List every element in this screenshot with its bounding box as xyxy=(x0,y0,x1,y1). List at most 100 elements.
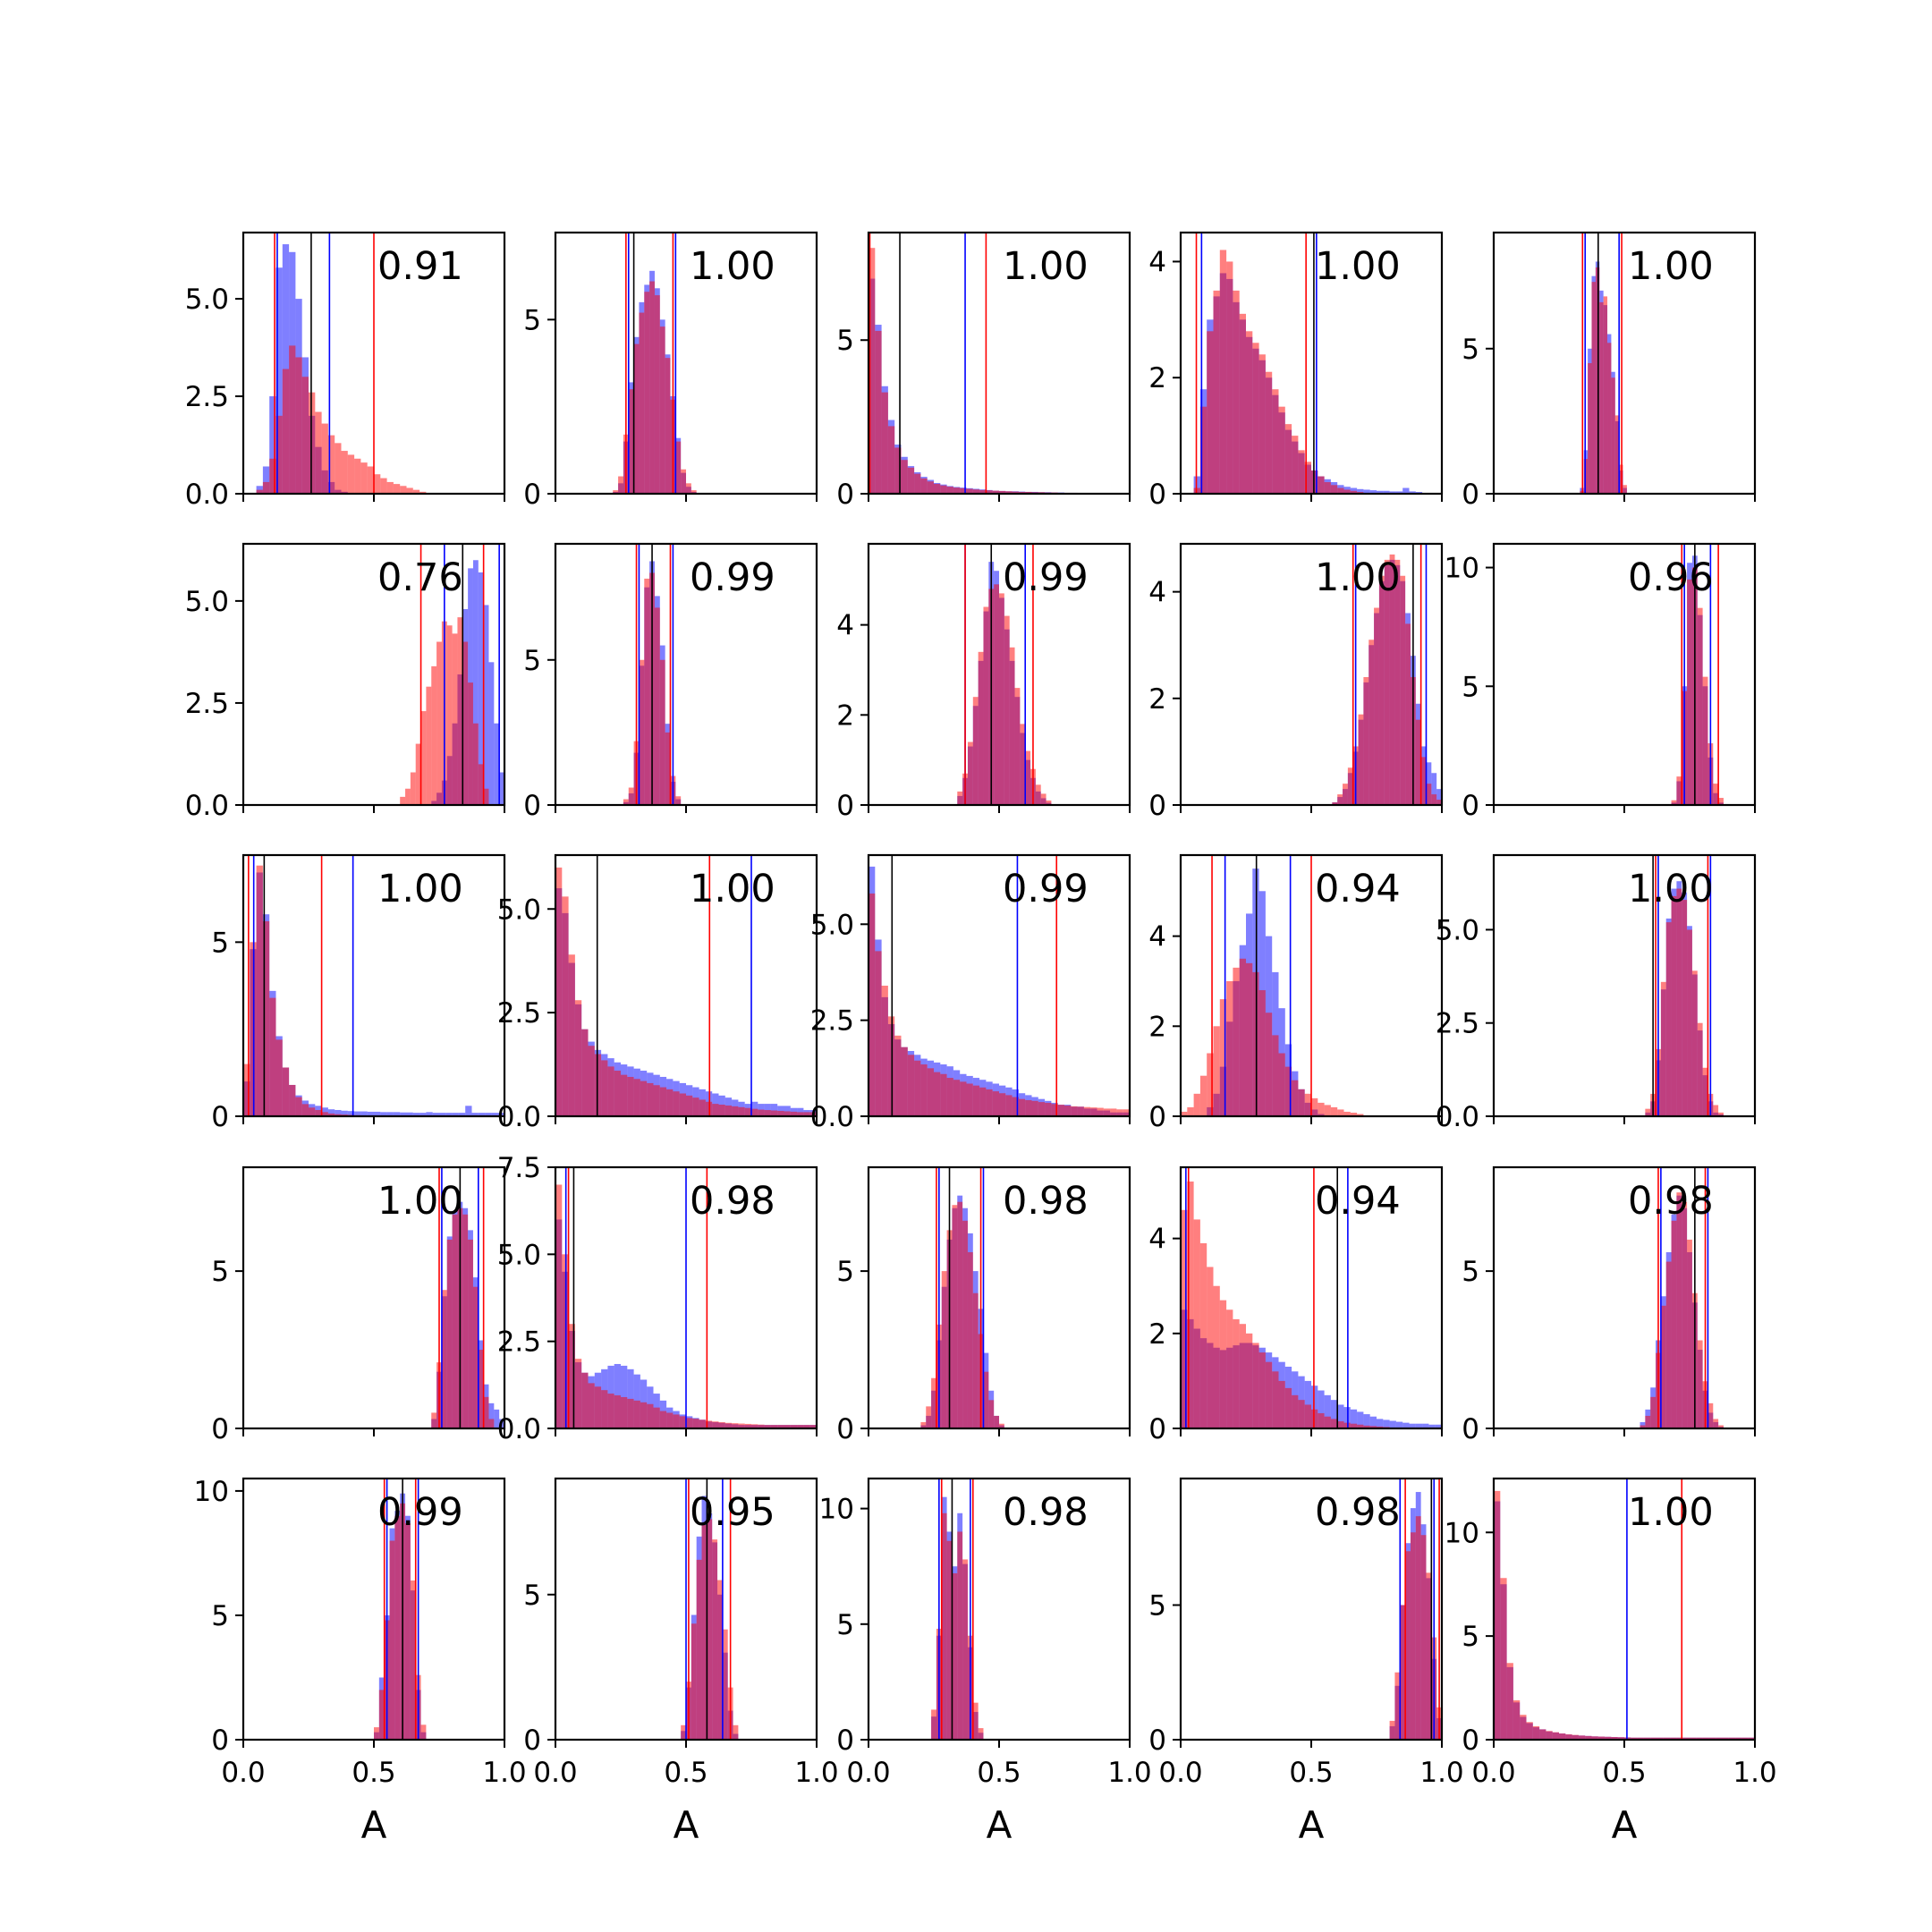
plot-area xyxy=(681,1479,739,1740)
panel-annotation: 1.00 xyxy=(377,867,463,911)
red-histogram-bar xyxy=(1671,1220,1677,1428)
histogram-panel-1-5: 051.00 xyxy=(1462,231,1757,511)
plot-area xyxy=(243,855,504,1116)
red-histogram-bar xyxy=(1585,1735,1592,1740)
red-histogram-bar xyxy=(1324,1105,1331,1116)
blue-histogram-bar xyxy=(439,1113,446,1116)
red-histogram-bar xyxy=(1219,1300,1227,1428)
red-histogram-bar xyxy=(751,1108,758,1116)
red-histogram-bar xyxy=(931,1709,936,1740)
plot-area xyxy=(623,544,682,805)
red-histogram-bar xyxy=(1239,1324,1246,1428)
red-histogram-bar xyxy=(1676,888,1682,1116)
red-histogram-bar xyxy=(1617,1737,1624,1740)
red-histogram-bar xyxy=(1219,250,1227,494)
red-histogram-bar xyxy=(1071,1106,1078,1116)
panel-annotation: 1.00 xyxy=(690,867,775,911)
red-histogram-bar xyxy=(967,741,973,805)
red-histogram-bar xyxy=(1631,1737,1638,1740)
red-histogram-bar xyxy=(1298,1400,1305,1428)
panel-annotation: 0.98 xyxy=(1315,1490,1401,1535)
y-tick-label: 2 xyxy=(1148,683,1166,716)
y-tick-label: 5 xyxy=(523,645,541,677)
red-histogram-bar xyxy=(1605,1736,1612,1740)
red-histogram-bar xyxy=(705,1420,713,1428)
red-histogram-bar xyxy=(1539,1729,1546,1740)
red-histogram-bar xyxy=(633,1400,640,1428)
red-histogram-bar xyxy=(1330,1419,1338,1428)
red-histogram-bar xyxy=(1708,1737,1716,1740)
blue-histogram-bar xyxy=(488,662,495,805)
red-histogram-bar xyxy=(972,1702,979,1740)
red-histogram-bar xyxy=(691,490,697,494)
red-histogram-bar xyxy=(1343,784,1348,805)
red-histogram-bar xyxy=(574,1000,582,1116)
red-histogram-bar xyxy=(1246,962,1253,1116)
panel-annotation: 1.00 xyxy=(1315,555,1401,600)
red-histogram-bar xyxy=(1219,999,1227,1116)
red-histogram-bar xyxy=(1014,688,1021,805)
blue-histogram-bar xyxy=(472,560,479,805)
y-tick-label: 4 xyxy=(1148,921,1166,953)
panel-annotation: 0.99 xyxy=(690,555,775,600)
red-histogram-bar xyxy=(1123,1109,1130,1116)
red-histogram-bar xyxy=(718,1105,725,1116)
red-histogram-bar xyxy=(1591,1736,1598,1740)
red-histogram-bar xyxy=(1213,1285,1220,1428)
red-histogram-bar xyxy=(601,1060,608,1116)
x-tick-label: 0.0 xyxy=(221,1757,265,1789)
blue-histogram-bar xyxy=(452,1113,459,1116)
plot-area xyxy=(555,1167,817,1428)
red-histogram-bar xyxy=(1436,800,1442,805)
blue-histogram-bar xyxy=(1431,773,1437,805)
red-histogram-bar xyxy=(712,1104,719,1116)
blue-histogram-bar xyxy=(445,1113,453,1116)
red-histogram-bar xyxy=(960,1081,967,1116)
panel-annotation: 1.00 xyxy=(690,244,775,289)
red-histogram-bar xyxy=(1103,1108,1111,1116)
red-histogram-bar xyxy=(262,481,270,494)
red-histogram-bar xyxy=(1350,1423,1358,1428)
red-histogram-bar xyxy=(679,1093,686,1116)
histogram-panel-5-4: 0 5 0.0 0.5 1.0 A 0.98 xyxy=(1148,1477,1464,1847)
x-tick-label: 0.0 xyxy=(846,1757,890,1789)
plot-area xyxy=(1389,1479,1442,1740)
plot-area xyxy=(613,233,697,494)
x-tick-label: 0.0 xyxy=(1158,1757,1202,1789)
red-histogram-bar xyxy=(1358,714,1364,805)
red-histogram-bar xyxy=(618,476,623,494)
red-histogram-bar xyxy=(718,1421,725,1428)
red-histogram-bar xyxy=(1716,1737,1723,1740)
red-histogram-bar xyxy=(472,723,479,805)
red-histogram-bar xyxy=(712,1539,718,1740)
panel-annotation: 0.96 xyxy=(1628,555,1714,600)
red-histogram-bar xyxy=(1298,450,1305,494)
y-tick-label: 0 xyxy=(836,790,854,822)
blue-histogram-bar xyxy=(327,1109,335,1116)
red-histogram-bar xyxy=(1640,1425,1646,1428)
red-histogram-bar xyxy=(623,799,629,805)
red-histogram-bar xyxy=(269,997,276,1116)
red-histogram-bar xyxy=(374,1727,379,1740)
red-histogram-bar xyxy=(488,1419,495,1428)
red-histogram-bar xyxy=(588,1046,595,1116)
red-histogram-bar xyxy=(1665,922,1672,1116)
blue-histogram-bar xyxy=(393,1112,401,1116)
red-histogram-bar xyxy=(1330,1106,1338,1116)
red-histogram-bar xyxy=(640,1080,648,1116)
red-histogram-bar xyxy=(1676,1192,1682,1428)
red-histogram-bar xyxy=(1246,1333,1253,1428)
red-histogram-bar xyxy=(1728,1737,1736,1740)
red-histogram-bar xyxy=(946,487,953,494)
red-histogram-bar xyxy=(628,787,634,805)
red-histogram-bar xyxy=(436,641,442,805)
y-tick-label: 0 xyxy=(836,479,854,511)
y-tick-label: 4 xyxy=(1148,577,1166,609)
red-histogram-bar xyxy=(1713,1419,1719,1428)
plot-area xyxy=(374,1479,427,1740)
red-histogram-bar xyxy=(301,377,309,494)
red-histogram-bar xyxy=(1614,415,1620,494)
y-tick-label: 0.0 xyxy=(497,1101,541,1133)
plot-area xyxy=(555,855,817,1116)
red-histogram-bar xyxy=(1332,802,1338,805)
